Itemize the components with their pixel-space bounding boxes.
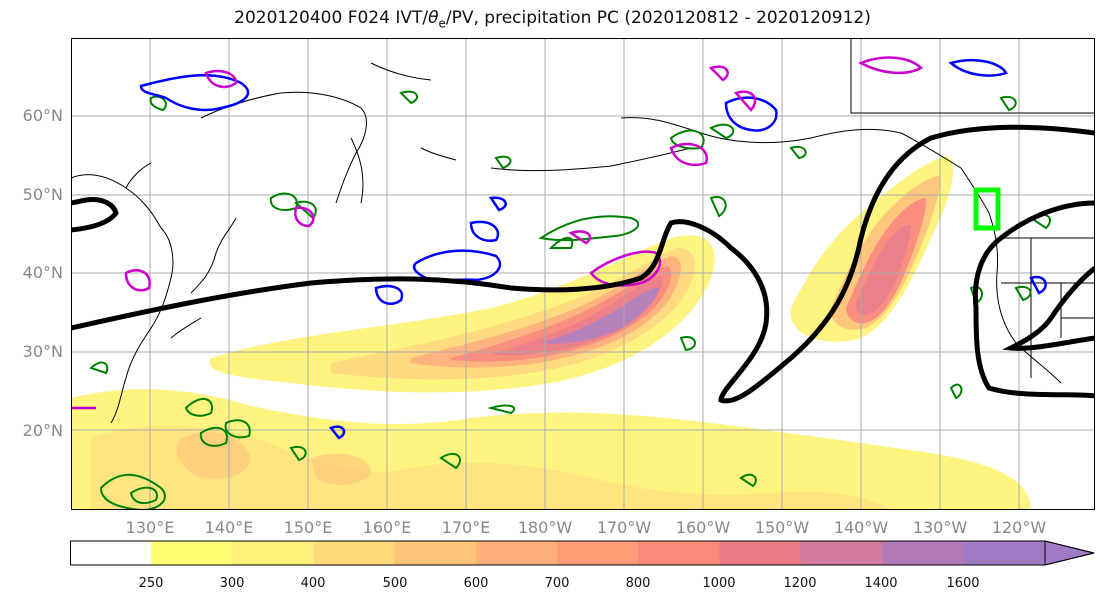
coastlines — [71, 38, 1095, 424]
colorbar-label-500: 500 — [382, 576, 408, 591]
coast-na-west — [960, 167, 1062, 384]
colorbar-label-1200: 1200 — [783, 576, 817, 591]
theta-e-west — [71, 197, 119, 233]
colorbar-label-800: 800 — [625, 576, 651, 591]
coast-kamchatka — [350, 137, 457, 204]
lon-label-130e: 130°E — [125, 518, 175, 537]
lat-label-30n: 30°N — [22, 342, 63, 361]
lon-label-150w: 150°W — [754, 518, 810, 537]
colorbar-segment — [70, 541, 152, 565]
colorbar-segment — [963, 541, 1045, 565]
lon-label-160e: 160°E — [362, 518, 412, 537]
lon-label-140w: 140°W — [833, 518, 889, 537]
lon-label-160w: 160°W — [675, 518, 731, 537]
lat-label-60n: 60°N — [22, 106, 63, 125]
lon-label-130w: 130°W — [912, 518, 968, 537]
map-panel — [71, 38, 1095, 510]
colorbar-label-250: 250 — [138, 576, 164, 591]
colorbar-label-1600: 1600 — [946, 576, 980, 591]
lat-label-20n: 20°N — [22, 421, 63, 440]
colorbar-label-300: 300 — [219, 576, 245, 591]
lon-label-180w: 180°W — [517, 518, 573, 537]
coast-asia — [71, 162, 174, 424]
theta-e-east-inner — [1002, 266, 1095, 351]
colorbar-segment — [719, 541, 802, 565]
lon-label-120w: 120°W — [991, 518, 1047, 537]
map-canvas — [71, 38, 1095, 510]
lon-label-170w: 170°W — [596, 518, 652, 537]
colorbar-label-1400: 1400 — [864, 576, 898, 591]
coast-aleutians — [490, 147, 692, 172]
colorbar-segment — [151, 541, 233, 565]
lat-label-50n: 50°N — [22, 185, 63, 204]
colorbar-segment — [232, 541, 315, 565]
colorbar-label-600: 600 — [463, 576, 489, 591]
theta-e-main — [71, 124, 1095, 404]
target-box — [973, 187, 1001, 231]
theta-e-east — [972, 200, 1095, 399]
colorbar-segment — [882, 541, 964, 565]
us-states — [1001, 237, 1095, 378]
colorbar-segment — [800, 541, 883, 565]
pv-magenta-contours — [71, 56, 924, 410]
coast-siberia — [200, 62, 432, 204]
ivt-shading — [71, 156, 1031, 510]
colorbar-segment — [476, 541, 558, 565]
precip-contours — [89, 90, 1051, 510]
lat-label-40n: 40°N — [22, 263, 63, 282]
colorbar-label-400: 400 — [300, 576, 326, 591]
colorbar — [70, 540, 1095, 566]
lon-label-140e: 140°E — [204, 518, 254, 537]
coast-japan — [170, 217, 237, 339]
colorbar-label-700: 700 — [544, 576, 570, 591]
colorbar-segment — [557, 541, 639, 565]
colorbar-segment — [313, 541, 396, 565]
colorbar-segment — [638, 541, 721, 565]
chart-title: 2020120400 F024 IVT/θe/PV, precipitation… — [234, 8, 871, 31]
lon-label-150e: 150°E — [283, 518, 333, 537]
colorbar-segment — [394, 541, 477, 565]
coast-alaska — [620, 117, 962, 169]
graticule — [71, 38, 1095, 510]
lon-label-170e: 170°E — [441, 518, 491, 537]
theta-e-contours — [71, 124, 1095, 404]
colorbar-extend-arrow — [1044, 540, 1095, 566]
colorbar-label-1000: 1000 — [702, 576, 736, 591]
canada-border — [850, 38, 1095, 114]
